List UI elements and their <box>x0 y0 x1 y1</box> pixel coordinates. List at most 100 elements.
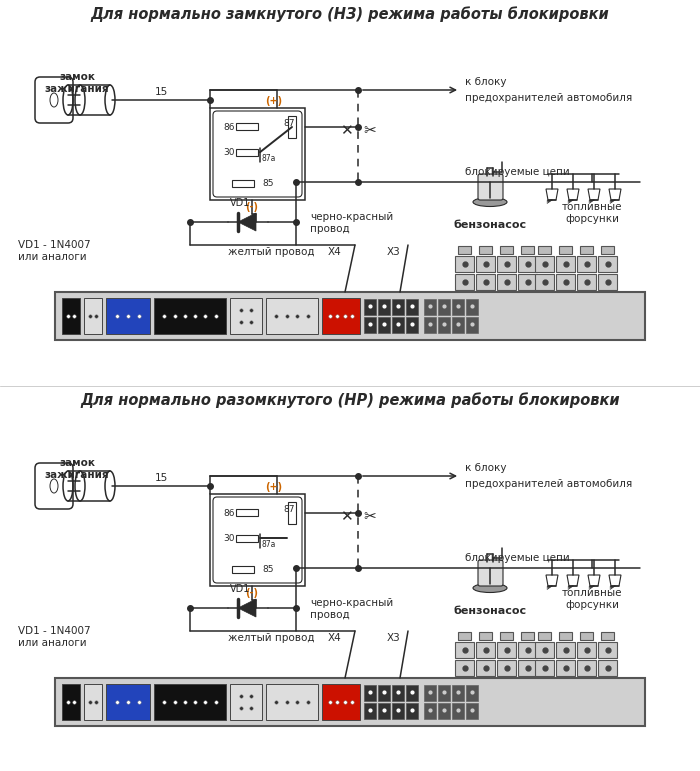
Text: (+): (+) <box>265 96 282 106</box>
Bar <box>466 299 478 315</box>
Bar <box>236 149 258 157</box>
Bar <box>521 632 534 640</box>
Text: бензонасос: бензонасос <box>454 606 526 616</box>
Bar <box>466 685 478 701</box>
Text: бензонасос: бензонасос <box>454 220 526 230</box>
Bar <box>378 299 390 315</box>
Text: (-): (-) <box>245 588 258 598</box>
Text: 87: 87 <box>284 119 295 127</box>
Bar <box>577 642 596 658</box>
Bar <box>154 684 226 720</box>
Bar <box>476 642 495 658</box>
Bar <box>497 660 516 676</box>
Bar <box>84 684 102 720</box>
Bar <box>266 684 318 720</box>
Text: 30: 30 <box>223 534 235 543</box>
Bar <box>406 299 418 315</box>
Bar <box>364 685 376 701</box>
Bar <box>500 246 513 254</box>
Bar <box>479 246 492 254</box>
Bar <box>535 256 554 272</box>
Bar <box>84 298 102 334</box>
Bar <box>438 685 450 701</box>
Bar <box>438 317 450 333</box>
Bar <box>476 660 495 676</box>
Text: к блоку: к блоку <box>465 463 507 473</box>
Text: VD1: VD1 <box>230 198 251 208</box>
Bar <box>577 660 596 676</box>
Bar <box>601 632 614 640</box>
Bar <box>521 246 534 254</box>
Bar <box>476 256 495 272</box>
Bar <box>577 256 596 272</box>
Bar <box>500 632 513 640</box>
Bar <box>466 703 478 719</box>
Bar <box>406 685 418 701</box>
Bar <box>424 317 436 333</box>
Bar <box>236 535 258 542</box>
Bar <box>106 684 150 720</box>
Bar <box>580 632 593 640</box>
Text: 87a: 87a <box>262 154 276 163</box>
Text: Для нормально замкнутого (НЗ) режима работы блокировки: Для нормально замкнутого (НЗ) режима раб… <box>90 6 610 22</box>
Bar <box>322 298 360 334</box>
Bar <box>452 685 464 701</box>
Bar <box>378 703 390 719</box>
Bar <box>378 685 390 701</box>
Text: желтый провод: желтый провод <box>228 247 314 257</box>
Text: к блоку: к блоку <box>465 77 507 87</box>
Text: 15: 15 <box>155 87 167 97</box>
Text: предохранителей автомобиля: предохранителей автомобиля <box>465 93 632 103</box>
Bar <box>458 246 471 254</box>
Bar <box>392 685 404 701</box>
Bar <box>556 256 575 272</box>
Bar <box>455 660 474 676</box>
Text: черно-красный
провод: черно-красный провод <box>310 598 393 620</box>
Bar <box>452 703 464 719</box>
Bar <box>424 299 436 315</box>
Text: (+): (+) <box>265 482 282 492</box>
Bar <box>497 642 516 658</box>
Bar <box>232 566 254 573</box>
Bar <box>55 678 645 726</box>
Text: 87a: 87a <box>262 540 276 549</box>
Bar <box>455 256 474 272</box>
Bar <box>497 256 516 272</box>
Bar <box>154 298 226 334</box>
Text: 86: 86 <box>223 123 235 132</box>
Bar <box>538 632 551 640</box>
Bar <box>230 298 262 334</box>
Bar <box>559 246 572 254</box>
Ellipse shape <box>473 584 507 592</box>
Bar <box>106 298 150 334</box>
Bar <box>598 274 617 290</box>
Bar <box>62 298 80 334</box>
Polygon shape <box>238 213 256 231</box>
Bar <box>518 274 537 290</box>
Text: 85: 85 <box>262 180 274 188</box>
Text: VD1 - 1N4007
или аналоги: VD1 - 1N4007 или аналоги <box>18 626 90 648</box>
Text: замок
зажигания: замок зажигания <box>45 72 109 93</box>
Bar <box>288 116 296 138</box>
FancyBboxPatch shape <box>478 560 503 586</box>
Bar <box>424 703 436 719</box>
Bar <box>236 509 258 516</box>
Bar <box>322 684 360 720</box>
Text: ✂: ✂ <box>363 123 376 139</box>
Bar <box>535 660 554 676</box>
Text: топливные
форсунки: топливные форсунки <box>561 202 622 224</box>
Ellipse shape <box>50 93 58 107</box>
Bar <box>364 703 376 719</box>
Bar <box>288 502 296 524</box>
Bar <box>210 494 305 586</box>
Text: Для нормально разомкнутого (НР) режима работы блокировки: Для нормально разомкнутого (НР) режима р… <box>80 392 620 408</box>
Text: топливные
форсунки: топливные форсунки <box>561 588 622 610</box>
Bar <box>518 660 537 676</box>
Bar <box>559 632 572 640</box>
Bar <box>535 642 554 658</box>
Bar <box>598 642 617 658</box>
Text: X4: X4 <box>328 633 341 643</box>
Bar <box>210 108 305 200</box>
Bar <box>424 685 436 701</box>
Bar <box>236 123 258 130</box>
